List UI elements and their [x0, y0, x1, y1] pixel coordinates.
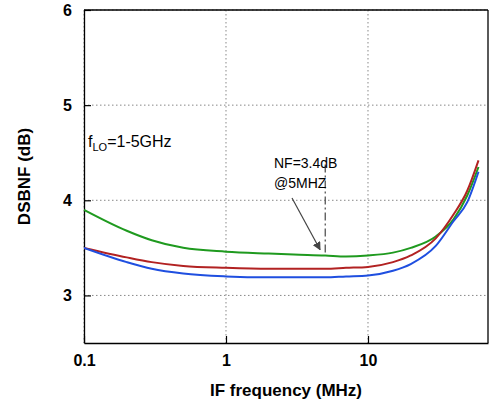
tick-label: 10 — [360, 352, 378, 369]
tick-label: 6 — [63, 2, 72, 19]
frame — [487, 10, 488, 343]
annotation: @5MHZ — [274, 175, 327, 191]
tick: 3 — [63, 287, 91, 304]
series-line — [84, 167, 478, 256]
annotation-part: =1-5GHz — [107, 133, 171, 150]
tick-label: 1 — [222, 352, 231, 369]
annotation: fLO=1-5GHz — [88, 133, 172, 153]
y-grid-line — [84, 105, 488, 106]
y-axis: 3 4 5 6 — [63, 2, 91, 344]
tick: 10 — [360, 336, 378, 369]
tick-mark — [226, 336, 227, 343]
plot-area — [84, 160, 478, 277]
axis-line — [85, 343, 489, 344]
x-grid-line — [225, 10, 226, 343]
series-line — [84, 172, 478, 278]
annotation: NF=3.4dB — [274, 155, 337, 171]
tick: 4 — [63, 192, 91, 209]
x-axis: 0.1 1 10 — [73, 336, 488, 369]
y-grid-line — [84, 10, 488, 11]
y-grid-line — [84, 295, 488, 296]
tick-label: 4 — [63, 192, 72, 209]
tick-label: 3 — [63, 287, 72, 304]
grid — [84, 10, 488, 343]
y-grid-line — [84, 200, 488, 201]
tick-mark — [368, 336, 369, 343]
x-grid-line — [84, 10, 85, 343]
y-axis-title: DSBNF (dB) — [15, 128, 34, 225]
tick-mark — [84, 200, 91, 201]
tick-mark — [84, 105, 91, 106]
tick: 1 — [222, 336, 231, 369]
chart: 0.1 1 10 3 4 5 6 fLO=1-5GHz NF=3.4dB @5MHZ IF freq… — [0, 0, 500, 408]
annotation-arrow — [292, 198, 320, 250]
tick: 5 — [63, 97, 91, 114]
annotation-subscript: LO — [92, 141, 107, 153]
x-grid-line — [367, 10, 368, 343]
frame — [84, 9, 488, 10]
axis-line — [84, 11, 85, 344]
tick-label: 5 — [63, 97, 72, 114]
x-axis-title: IF frequency (MHz) — [210, 381, 362, 400]
tick-label: 0.1 — [73, 352, 95, 369]
series-line — [84, 160, 478, 268]
tick-mark — [84, 295, 91, 296]
